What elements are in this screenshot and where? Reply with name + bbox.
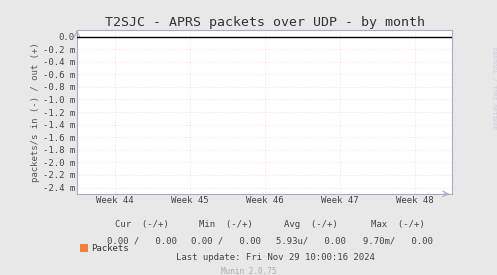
Text: Max  (-/+): Max (-/+) xyxy=(371,220,424,229)
Title: T2SJC - APRS packets over UDP - by month: T2SJC - APRS packets over UDP - by month xyxy=(105,16,424,29)
Text: Min  (-/+): Min (-/+) xyxy=(199,220,253,229)
Text: 9.70m/   0.00: 9.70m/ 0.00 xyxy=(363,236,432,245)
Text: 0.00 /   0.00: 0.00 / 0.00 xyxy=(191,236,261,245)
Text: RRDTOOL / TOBI OETIKER: RRDTOOL / TOBI OETIKER xyxy=(491,47,496,129)
Text: Avg  (-/+): Avg (-/+) xyxy=(284,220,337,229)
Text: 5.93u/   0.00: 5.93u/ 0.00 xyxy=(276,236,345,245)
Y-axis label: packets/s in (-) / out (+): packets/s in (-) / out (+) xyxy=(31,42,40,182)
Text: Last update: Fri Nov 29 10:00:16 2024: Last update: Fri Nov 29 10:00:16 2024 xyxy=(176,253,375,262)
Text: 0.00 /   0.00: 0.00 / 0.00 xyxy=(107,236,176,245)
Text: Cur  (-/+): Cur (-/+) xyxy=(115,220,168,229)
Legend: Packets: Packets xyxy=(80,244,129,253)
Text: Munin 2.0.75: Munin 2.0.75 xyxy=(221,267,276,275)
